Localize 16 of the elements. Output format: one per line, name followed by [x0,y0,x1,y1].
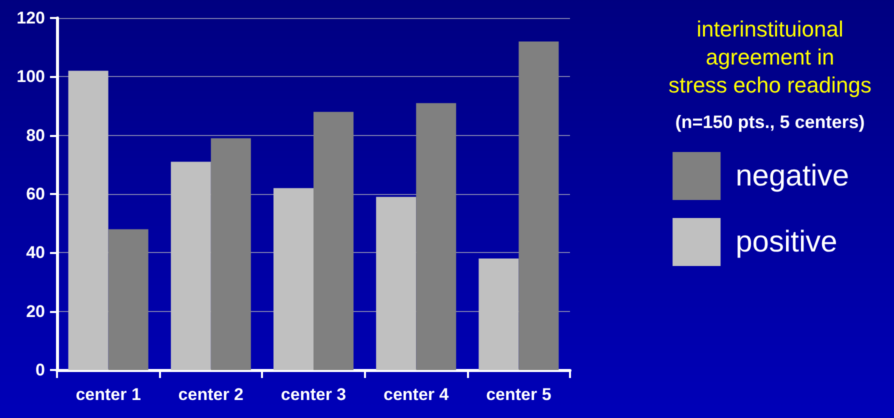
y-tick-label: 20 [26,302,45,321]
legend-label: negative [736,160,850,192]
x-tick-label: center 5 [486,385,552,404]
x-tick-label: center 2 [178,385,244,404]
text: (n=150 pts., 5 centers) [675,112,865,132]
legend-label: positive [736,226,838,258]
y-tick-label: 100 [16,67,45,86]
y-tick-label: 60 [26,184,45,204]
text: interinstituional agreement in stress echo readings [668,16,872,98]
x-tick-label: center 1 [76,385,141,404]
y-tick-label: 40 [26,243,45,262]
y-tick-label: 0 [36,360,45,380]
x-tick-label: center 4 [384,385,450,404]
y-tick-label: 120 [16,8,45,28]
y-tick-label: 80 [26,126,45,145]
x-tick-label: center 3 [280,385,346,404]
